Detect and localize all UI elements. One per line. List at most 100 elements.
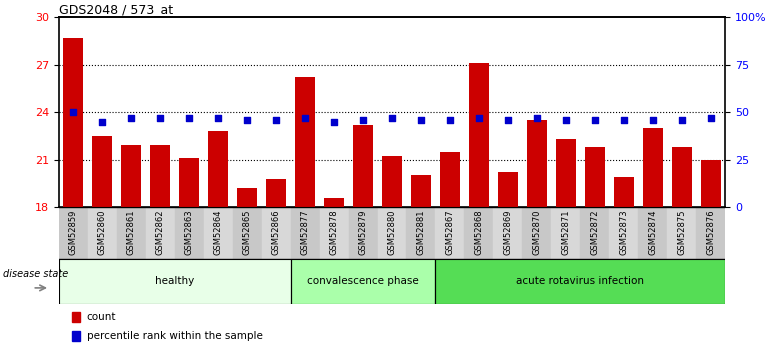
Bar bbox=[498, 172, 518, 207]
Bar bbox=[233, 207, 262, 259]
Bar bbox=[551, 207, 580, 259]
Point bbox=[444, 117, 456, 122]
Bar bbox=[266, 179, 286, 207]
Bar bbox=[614, 177, 634, 207]
Point bbox=[589, 117, 601, 122]
Text: GSM52880: GSM52880 bbox=[387, 209, 397, 255]
Bar bbox=[93, 136, 112, 207]
Text: GSM52863: GSM52863 bbox=[185, 209, 194, 255]
Text: GSM52870: GSM52870 bbox=[532, 209, 542, 255]
Text: convalescence phase: convalescence phase bbox=[307, 276, 419, 286]
FancyBboxPatch shape bbox=[72, 312, 80, 322]
Bar bbox=[349, 207, 378, 259]
Bar bbox=[527, 120, 547, 207]
Text: GSM52864: GSM52864 bbox=[214, 209, 223, 255]
Bar bbox=[353, 125, 373, 207]
Bar bbox=[672, 147, 691, 207]
Point bbox=[560, 117, 572, 122]
Text: disease state: disease state bbox=[3, 269, 68, 279]
Text: GSM52862: GSM52862 bbox=[156, 209, 165, 255]
Text: GSM52881: GSM52881 bbox=[416, 209, 426, 255]
Point bbox=[386, 115, 398, 121]
Bar bbox=[643, 128, 663, 207]
Point bbox=[125, 115, 137, 121]
Bar bbox=[406, 207, 435, 259]
Point bbox=[415, 117, 427, 122]
Bar bbox=[522, 207, 551, 259]
Text: GSM52873: GSM52873 bbox=[619, 209, 628, 255]
Bar bbox=[179, 158, 199, 207]
Bar bbox=[440, 152, 460, 207]
Point bbox=[183, 115, 195, 121]
Text: GSM52879: GSM52879 bbox=[358, 209, 368, 255]
Point bbox=[531, 115, 543, 121]
Bar bbox=[295, 77, 315, 207]
Bar bbox=[382, 156, 402, 207]
Bar bbox=[117, 207, 146, 259]
Bar bbox=[59, 259, 291, 304]
Bar bbox=[493, 207, 522, 259]
Text: GSM52861: GSM52861 bbox=[127, 209, 136, 255]
Bar bbox=[64, 38, 83, 207]
Bar bbox=[435, 207, 464, 259]
Bar bbox=[320, 207, 349, 259]
Text: GSM52876: GSM52876 bbox=[706, 209, 715, 255]
Text: GSM52878: GSM52878 bbox=[329, 209, 339, 255]
Bar bbox=[411, 175, 431, 207]
Bar bbox=[556, 139, 576, 207]
Bar bbox=[175, 207, 204, 259]
Text: GSM52865: GSM52865 bbox=[242, 209, 252, 255]
FancyBboxPatch shape bbox=[72, 331, 80, 341]
Bar bbox=[701, 159, 720, 207]
Text: GSM52860: GSM52860 bbox=[98, 209, 107, 255]
Bar bbox=[696, 207, 725, 259]
Bar bbox=[464, 207, 493, 259]
Bar bbox=[291, 207, 320, 259]
Bar bbox=[208, 131, 228, 207]
Point bbox=[299, 115, 311, 121]
Point bbox=[241, 117, 253, 122]
Text: GSM52867: GSM52867 bbox=[445, 209, 455, 255]
Bar bbox=[324, 197, 344, 207]
Point bbox=[154, 115, 166, 121]
Bar bbox=[667, 207, 696, 259]
Bar bbox=[59, 207, 88, 259]
Text: GSM52877: GSM52877 bbox=[300, 209, 310, 255]
Text: GSM52866: GSM52866 bbox=[271, 209, 281, 255]
Text: GSM52859: GSM52859 bbox=[69, 209, 78, 255]
Text: acute rotavirus infection: acute rotavirus infection bbox=[517, 276, 644, 286]
Bar bbox=[121, 145, 141, 207]
Point bbox=[647, 117, 659, 122]
Point bbox=[502, 117, 514, 122]
Bar bbox=[146, 207, 175, 259]
Point bbox=[705, 115, 717, 121]
Text: GSM52871: GSM52871 bbox=[561, 209, 570, 255]
Text: GSM52868: GSM52868 bbox=[474, 209, 484, 255]
Text: GDS2048 / 573_at: GDS2048 / 573_at bbox=[59, 3, 173, 16]
Bar bbox=[638, 207, 667, 259]
Point bbox=[96, 119, 108, 125]
Bar bbox=[378, 207, 406, 259]
Point bbox=[328, 119, 340, 125]
Text: count: count bbox=[87, 312, 116, 322]
Point bbox=[357, 117, 369, 122]
Text: GSM52874: GSM52874 bbox=[648, 209, 657, 255]
Point bbox=[270, 117, 282, 122]
Point bbox=[67, 109, 79, 115]
Bar bbox=[435, 259, 725, 304]
Bar bbox=[580, 207, 609, 259]
Point bbox=[473, 115, 485, 121]
Bar bbox=[585, 147, 605, 207]
Text: GSM52875: GSM52875 bbox=[677, 209, 686, 255]
Point bbox=[618, 117, 630, 122]
Bar bbox=[88, 207, 117, 259]
Text: GSM52869: GSM52869 bbox=[503, 209, 513, 255]
Bar bbox=[469, 63, 489, 207]
Point bbox=[676, 117, 688, 122]
Point bbox=[212, 115, 224, 121]
Text: GSM52872: GSM52872 bbox=[590, 209, 599, 255]
Bar bbox=[150, 145, 170, 207]
Bar bbox=[262, 207, 291, 259]
Bar bbox=[237, 188, 257, 207]
Text: healthy: healthy bbox=[155, 276, 194, 286]
